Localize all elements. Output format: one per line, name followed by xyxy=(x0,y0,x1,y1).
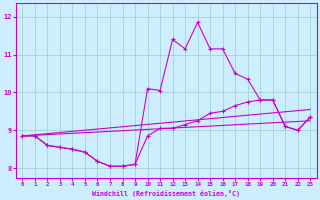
X-axis label: Windchill (Refroidissement éolien,°C): Windchill (Refroidissement éolien,°C) xyxy=(92,190,240,197)
